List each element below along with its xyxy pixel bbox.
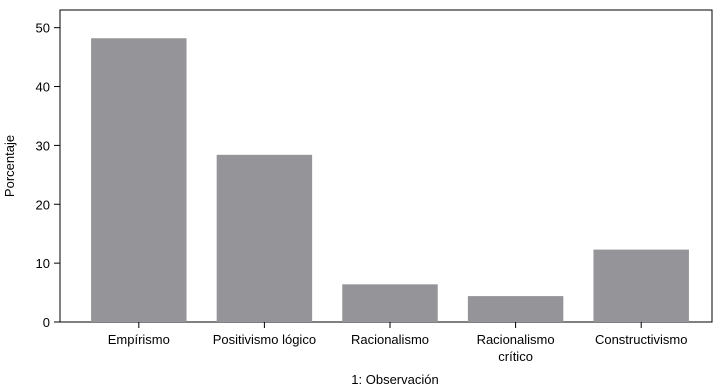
y-tick-label: 30 [36, 138, 50, 153]
x-tick-label: Positivismo lógico [213, 332, 316, 347]
x-tick-label: Empírismo [108, 332, 170, 347]
y-axis-title: Porcentaje [2, 135, 17, 197]
x-tick-label: Constructivismo [595, 332, 687, 347]
bar [342, 284, 438, 322]
bars [91, 38, 689, 323]
bar [467, 296, 564, 322]
x-axis-title: 1: Observación [351, 372, 438, 387]
y-tick-label: 10 [36, 256, 50, 271]
y-tick-label: 20 [36, 197, 50, 212]
bar [216, 154, 313, 322]
x-tick-label: Racionalismo [351, 332, 429, 347]
y-tick-label: 50 [36, 21, 50, 36]
y-tick-label: 40 [36, 80, 50, 95]
x-axis: Empírismo Positivismo lógico Racionalismo R… [108, 322, 687, 364]
y-axis: 0 10 20 30 40 50 [36, 21, 60, 330]
x-tick-label: Racionalismo crítico [477, 332, 555, 364]
bar [91, 38, 187, 323]
y-tick-label: 0 [43, 315, 50, 330]
bar [593, 249, 689, 322]
